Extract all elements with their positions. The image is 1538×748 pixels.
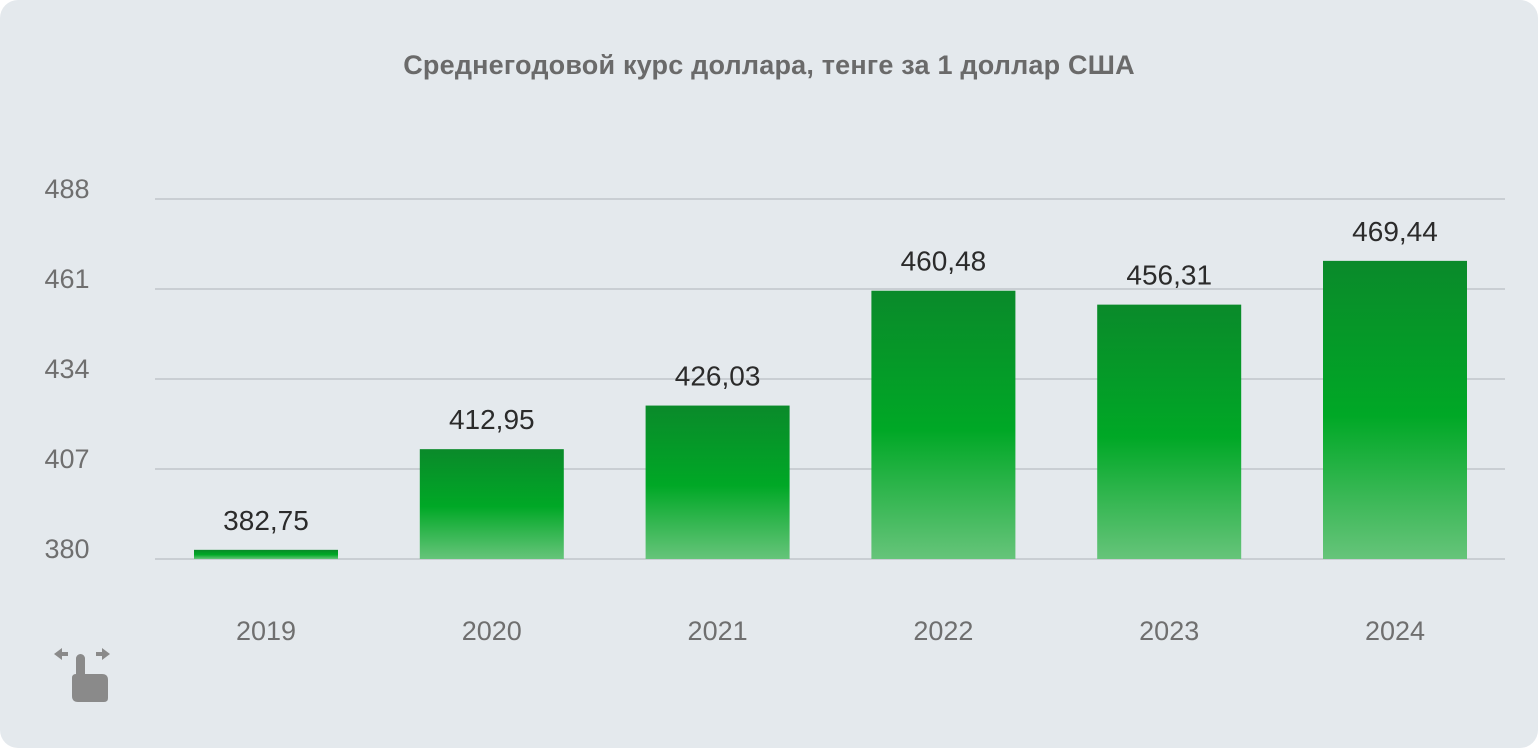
value-label-2021: 426,03 bbox=[675, 361, 761, 392]
chart-title: Среднегодовой курс доллара, тенге за 1 д… bbox=[403, 50, 1135, 80]
x-tick-label-2023: 2023 bbox=[1139, 616, 1199, 646]
y-axis-ticks: 380 407 434 461 488 bbox=[44, 174, 89, 564]
y-tick-label: 461 bbox=[44, 264, 89, 294]
x-tick-label-2019: 2019 bbox=[236, 616, 296, 646]
bars bbox=[194, 260, 1467, 559]
value-label-2023: 456,31 bbox=[1126, 260, 1212, 291]
x-axis-ticks: 2019 2020 2021 2022 2023 2024 bbox=[236, 616, 1425, 646]
bar-2022 bbox=[871, 290, 1016, 559]
x-tick-label-2020: 2020 bbox=[462, 616, 522, 646]
bar-2023 bbox=[1097, 304, 1242, 559]
x-tick-label-2022: 2022 bbox=[913, 616, 973, 646]
value-label-2019: 382,75 bbox=[223, 505, 309, 536]
value-label-2022: 460,48 bbox=[901, 246, 987, 277]
value-label-2024: 469,44 bbox=[1352, 216, 1438, 247]
bar-2021 bbox=[645, 405, 790, 559]
y-tick-label: 407 bbox=[44, 444, 89, 474]
x-tick-label-2024: 2024 bbox=[1365, 616, 1425, 646]
x-tick-label-2021: 2021 bbox=[688, 616, 748, 646]
y-tick-label: 488 bbox=[44, 174, 89, 204]
bar-2020 bbox=[419, 449, 564, 559]
value-label-2020: 412,95 bbox=[449, 404, 535, 435]
grid-lines bbox=[155, 198, 1505, 560]
swipe-horizontal-icon bbox=[54, 648, 110, 702]
value-labels: 382,75 412,95 426,03 460,48 456,31 469,44 bbox=[223, 216, 1438, 536]
bar-2019 bbox=[194, 549, 338, 559]
bar-2024 bbox=[1323, 260, 1467, 559]
y-tick-label: 434 bbox=[44, 354, 89, 384]
y-tick-label: 380 bbox=[44, 534, 89, 564]
